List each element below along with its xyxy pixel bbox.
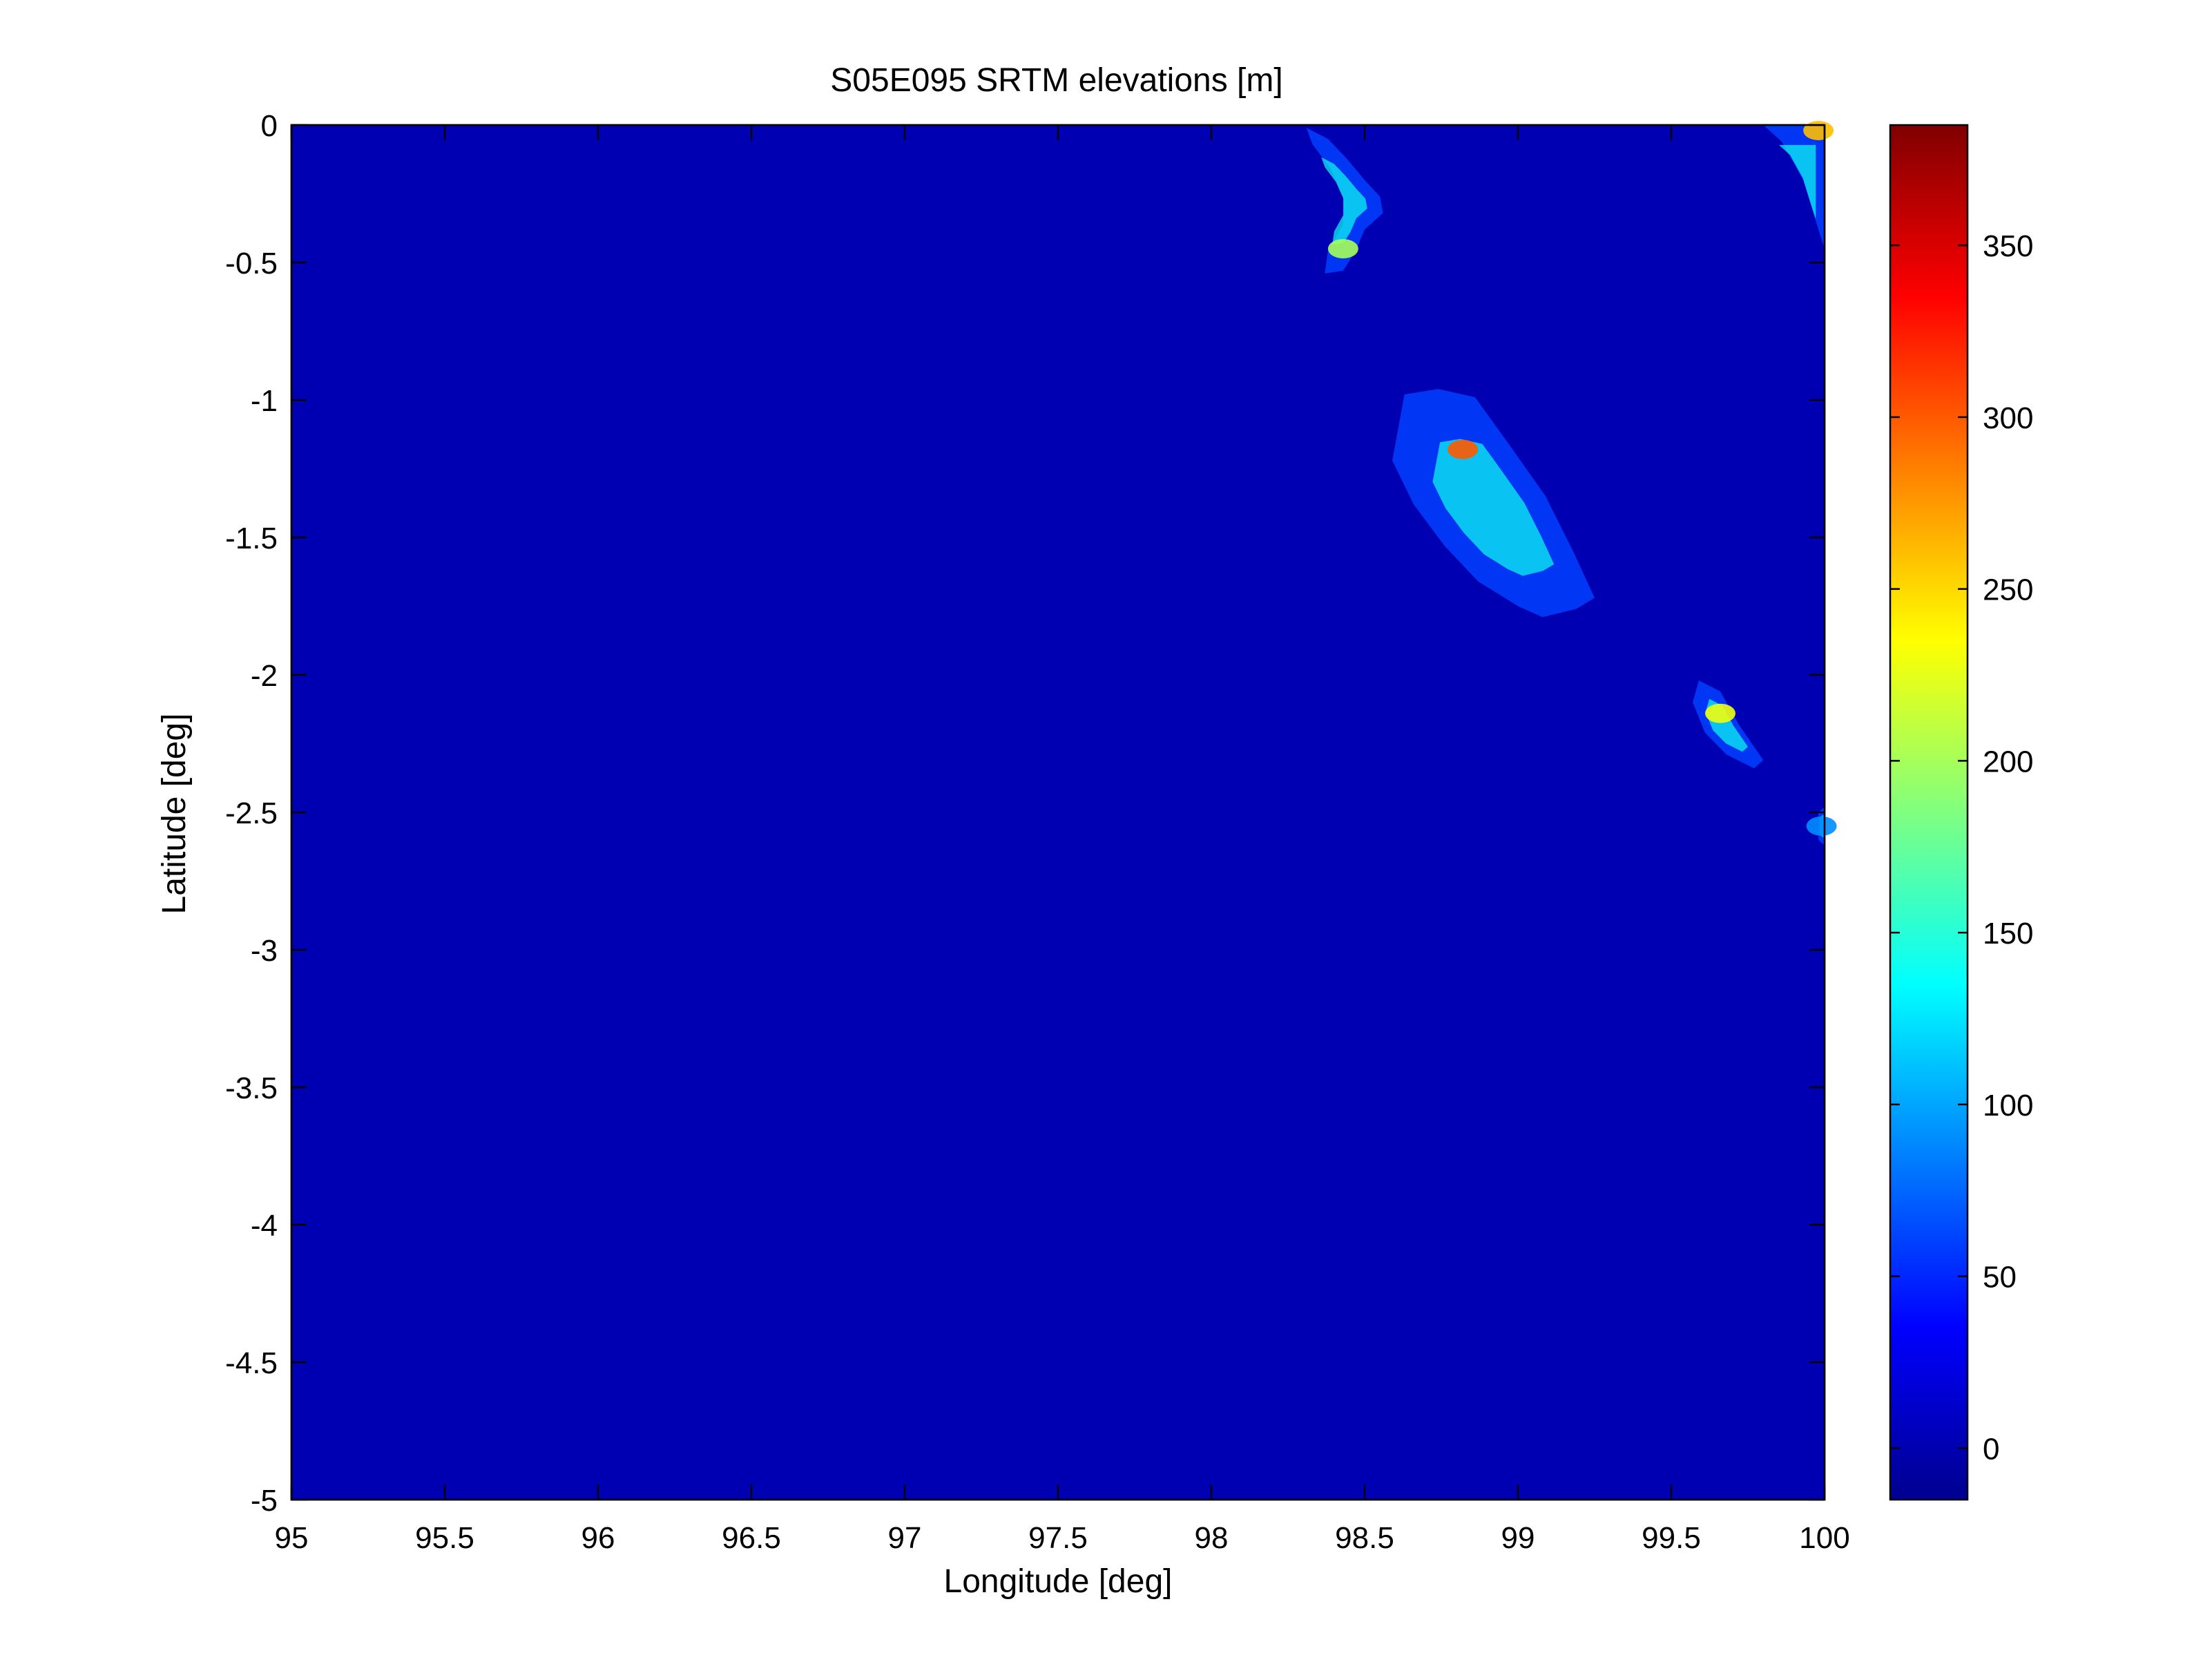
colorbar-tick-label: 250 (1983, 573, 2033, 607)
x-tick-label: 95 (275, 1521, 309, 1555)
y-tick-label: -3 (251, 934, 278, 968)
land-feature-peak (1705, 703, 1735, 723)
land-feature-peak (1448, 439, 1479, 459)
y-tick-label: -0.5 (225, 247, 278, 280)
land-feature-peak (1806, 816, 1837, 836)
land-feature-highland (1779, 144, 1816, 220)
land-feature-peak (1803, 121, 1834, 140)
x-tick-label: 95.5 (415, 1521, 474, 1555)
x-tick-label: 96.5 (722, 1521, 781, 1555)
x-axis-title: Longitude [deg] (944, 1563, 1173, 1600)
y-tick-label: 0 (261, 109, 278, 143)
y-tick-label: -1.5 (225, 522, 278, 555)
y-tick-label: -5 (251, 1484, 278, 1518)
x-tick-label: 98 (1195, 1521, 1229, 1555)
y-axis-ticks: 0 -0.5 -1 -1.5 -2 -2.5 -3 -3.5 -4 -4.5 -5 (225, 109, 1825, 1518)
heatmap-background (290, 124, 1826, 1501)
land-feature-peak (1327, 239, 1358, 259)
colorbar-tick-label: 0 (1983, 1432, 1999, 1466)
x-tick-label: 99.5 (1642, 1521, 1701, 1555)
colorbar-tick-label: 150 (1983, 917, 2033, 951)
x-tick-label: 97 (888, 1521, 922, 1555)
y-tick-label: -4.5 (225, 1346, 278, 1380)
y-tick-label: -4 (251, 1209, 278, 1243)
y-tick-label: -1 (251, 384, 278, 418)
land-features (1306, 121, 1837, 846)
x-tick-label: 96 (581, 1521, 615, 1555)
colorbar-tick-label: 200 (1983, 745, 2033, 779)
colorbar-tick-label: 350 (1983, 229, 2033, 263)
y-tick-label: -2.5 (225, 796, 278, 830)
plot-area (290, 121, 1837, 1501)
colorbar-tick-label: 100 (1983, 1089, 2033, 1123)
x-tick-label: 100 (1799, 1521, 1849, 1555)
y-tick-label: -2 (251, 659, 278, 693)
x-tick-label: 97.5 (1028, 1521, 1088, 1555)
land-feature-highland (1432, 439, 1555, 576)
x-tick-label: 98.5 (1335, 1521, 1394, 1555)
colorbar-tick-label: 300 (1983, 401, 2033, 435)
colorbar: 0 50 100 150 200 250 300 350 (1889, 124, 2033, 1501)
y-tick-label: -3.5 (225, 1071, 278, 1105)
x-axis-ticks: 95 95.5 96 96.5 97 97.5 98 98.5 99 99.5 100 (275, 125, 1850, 1555)
chart-title: S05E095 SRTM elevations [m] (830, 62, 1282, 99)
y-axis-title: Latitude [deg] (156, 714, 193, 915)
colorbar-gradient (1889, 124, 1969, 1501)
x-tick-label: 99 (1501, 1521, 1535, 1555)
land-feature-highland (1321, 157, 1367, 245)
colorbar-tick-label: 50 (1983, 1261, 2017, 1295)
colorbar-ticks: 0 50 100 150 200 250 300 350 (1890, 229, 2033, 1466)
